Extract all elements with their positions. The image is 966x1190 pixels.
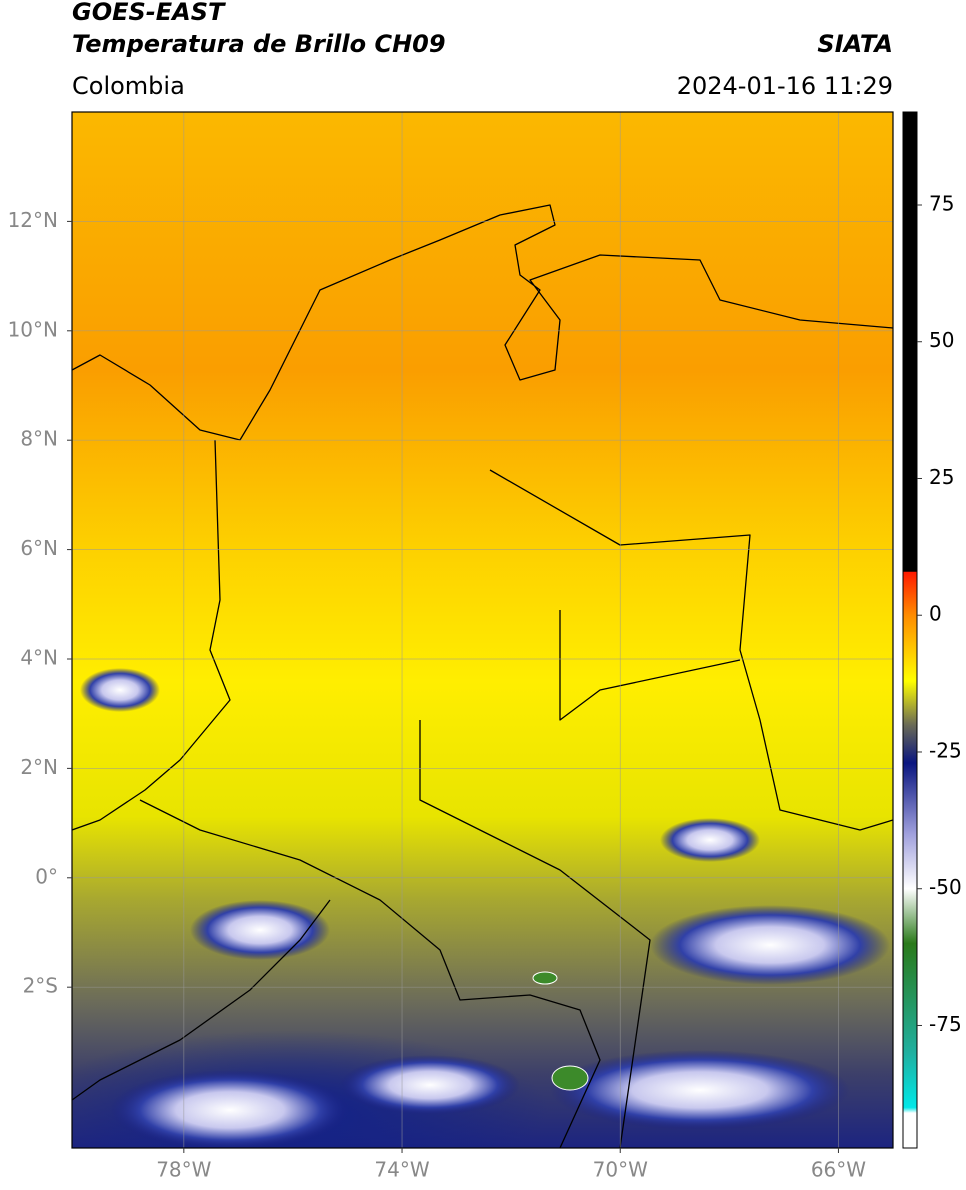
cloud (650, 905, 890, 985)
border (559, 610, 741, 721)
border (489, 469, 893, 831)
y-tick-label: 4°N (20, 645, 58, 669)
brightness-field (72, 112, 893, 1148)
cloud (550, 1050, 850, 1130)
cold-spot (532, 971, 558, 985)
y-tick-label: 2°S (23, 974, 58, 998)
border (419, 720, 651, 1148)
cloud (340, 1055, 520, 1115)
coastline (72, 439, 231, 831)
timestamp: 2024-01-16 11:29 (677, 72, 893, 100)
x-tick-label: 78°W (156, 1158, 211, 1182)
y-tick-label: 2°N (20, 755, 58, 779)
cloud (110, 1070, 350, 1148)
cloud (660, 818, 760, 862)
colorbar-tick-label: 50 (929, 328, 954, 352)
title: GOES-EAST (72, 0, 226, 26)
y-tick-label: 6°N (20, 536, 58, 560)
map-frame (71, 111, 894, 1149)
region: Colombia (72, 72, 185, 100)
cloud (190, 900, 330, 960)
coastline (72, 899, 331, 1101)
x-tick-label: 66°W (811, 1158, 866, 1182)
colorbar-tick-label: 0 (929, 602, 942, 626)
colorbar-tick-label: 75 (929, 191, 954, 215)
subtitle: Temperatura de Brillo CH09 (72, 30, 446, 58)
y-tick-label: 12°N (8, 208, 58, 232)
border (139, 799, 601, 1148)
x-tick-label: 74°W (374, 1158, 429, 1182)
colorbar-tick-label: 25 (929, 465, 954, 489)
colorbar-tick-label: -25 (929, 738, 962, 762)
map-image (72, 112, 893, 1148)
cold-spot (551, 1065, 589, 1091)
y-tick-label: 8°N (20, 427, 58, 451)
colorbar-tick-label: -50 (929, 875, 962, 899)
graticule (72, 112, 893, 1148)
y-tick-label: 10°N (8, 317, 58, 341)
cloud (80, 668, 160, 712)
x-tick-label: 70°W (593, 1158, 648, 1182)
source: SIATA (817, 30, 893, 58)
y-tick-label: 0° (35, 864, 58, 888)
colorbar-tick-label: -75 (929, 1012, 962, 1036)
colorbar (902, 111, 918, 1149)
